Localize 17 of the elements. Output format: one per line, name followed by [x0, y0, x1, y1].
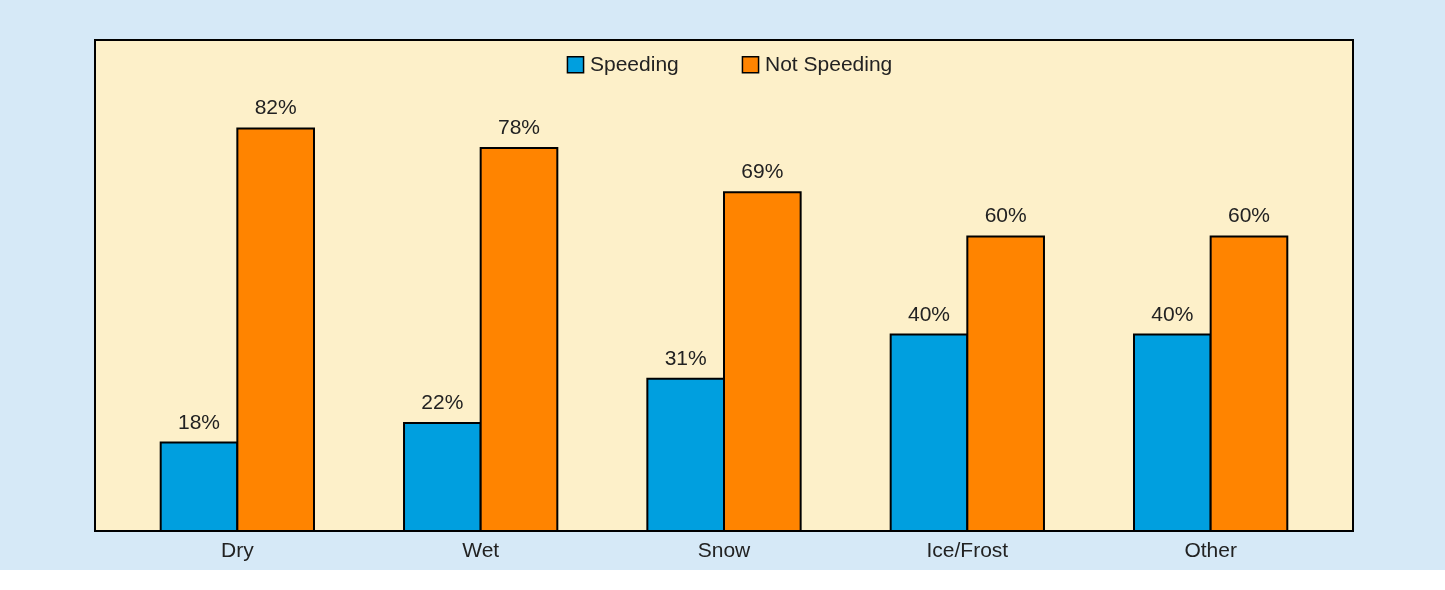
legend-label: Speeding [590, 51, 679, 75]
x-tick-label: Ice/Frost [926, 537, 1009, 561]
data-label: 40% [1151, 301, 1194, 325]
x-tick-label: Snow [697, 537, 752, 561]
data-label: 31% [664, 345, 707, 369]
data-label: 22% [421, 389, 464, 413]
data-label: 40% [907, 301, 951, 325]
x-tick-label: Wet [462, 537, 500, 561]
data-label: 69% [741, 159, 784, 183]
legend-label: Not Speeding [765, 51, 893, 75]
x-tick-label: Dry [221, 537, 255, 561]
x-tick-label: Other [1184, 537, 1237, 561]
data-label: 60% [984, 203, 1027, 227]
data-label: 60% [1227, 203, 1270, 227]
data-label: 78% [497, 115, 541, 139]
data-label: 18% [178, 409, 221, 433]
data-label: 82% [254, 95, 297, 119]
